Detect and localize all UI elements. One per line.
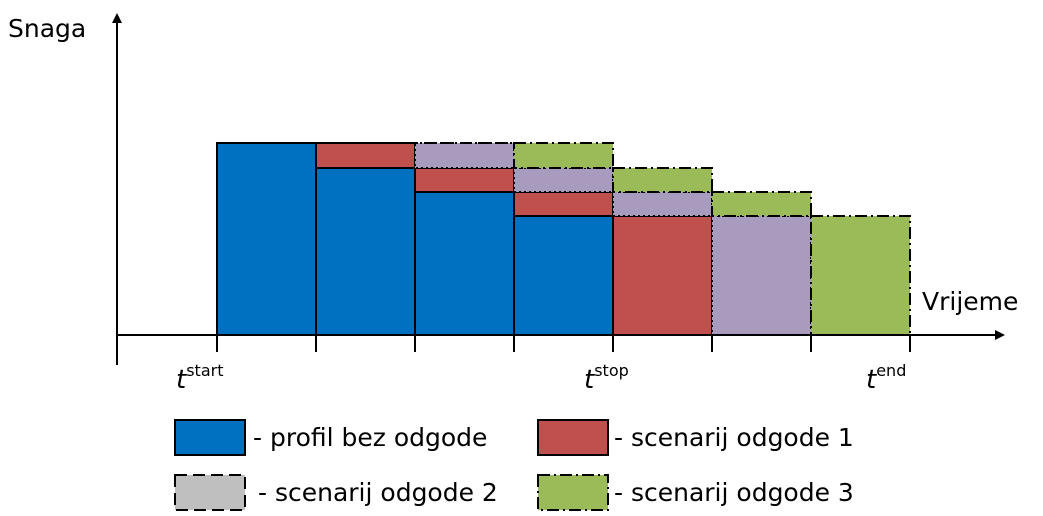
tick-label: tend [866, 361, 906, 395]
red-block [612, 215, 713, 336]
blue-block [315, 167, 416, 336]
green-block [711, 191, 812, 217]
blue-block [414, 191, 515, 336]
tick-label: tstart [176, 361, 223, 395]
purple-block [711, 215, 812, 336]
purple-block [414, 142, 515, 169]
legend-swatch [537, 419, 609, 456]
green-block [513, 142, 614, 169]
legend-label: - scenarij odgode 1 [614, 423, 854, 452]
red-block [513, 191, 614, 217]
legend-swatch [537, 474, 609, 511]
legend-label: - scenarij odgode 2 [258, 478, 498, 507]
tick-label: tstop [584, 361, 629, 395]
blocks [216, 142, 911, 336]
legend-label: - profil bez odgode [253, 423, 487, 452]
green-block [810, 215, 911, 336]
y-label: Snaga [8, 14, 86, 43]
green-block [612, 167, 713, 193]
blue-block [513, 215, 614, 336]
blue-block [216, 142, 317, 336]
legend-swatch [174, 474, 246, 511]
red-block [414, 167, 515, 193]
x-label: Vrijeme [922, 287, 1018, 316]
legend-swatch [174, 419, 246, 456]
legend-label: - scenarij odgode 3 [614, 478, 854, 507]
ticks [116, 335, 911, 365]
red-block [315, 142, 416, 169]
purple-block [513, 167, 614, 193]
purple-block [612, 191, 713, 217]
